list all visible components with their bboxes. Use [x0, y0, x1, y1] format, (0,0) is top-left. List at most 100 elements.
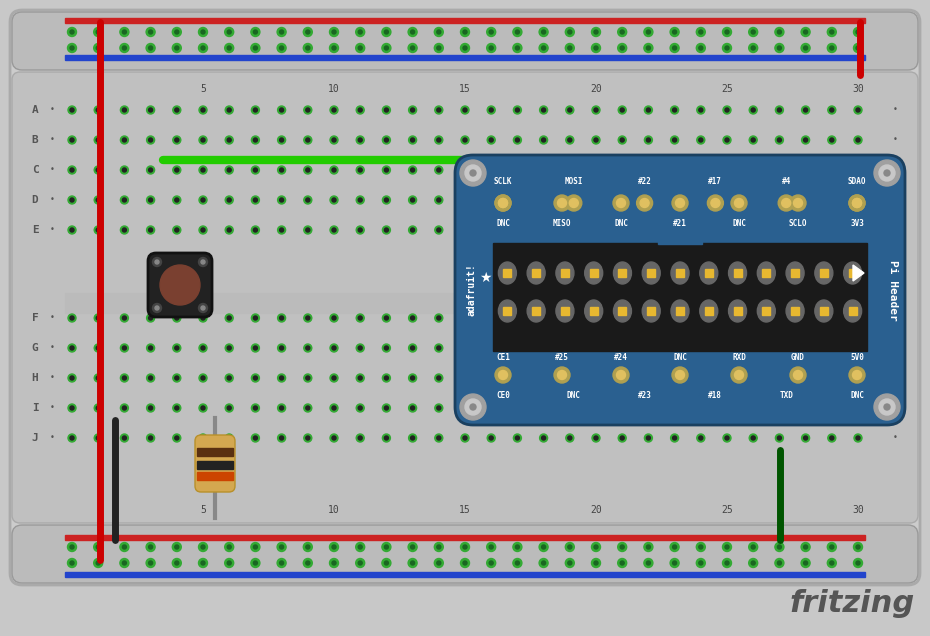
- Circle shape: [637, 195, 653, 211]
- Circle shape: [201, 406, 205, 410]
- Circle shape: [617, 198, 626, 207]
- Circle shape: [277, 226, 286, 234]
- Circle shape: [775, 543, 784, 551]
- Circle shape: [147, 404, 154, 412]
- Circle shape: [173, 314, 180, 322]
- Bar: [532, 307, 540, 315]
- Circle shape: [777, 376, 781, 380]
- Circle shape: [776, 226, 783, 234]
- Circle shape: [751, 138, 755, 142]
- Circle shape: [358, 168, 362, 172]
- Circle shape: [775, 558, 784, 567]
- Text: CE0: CE0: [496, 391, 510, 399]
- Circle shape: [489, 406, 493, 410]
- Text: •: •: [49, 106, 55, 114]
- Circle shape: [592, 374, 600, 382]
- Circle shape: [725, 46, 729, 50]
- Circle shape: [671, 314, 679, 322]
- Circle shape: [70, 138, 74, 142]
- Circle shape: [879, 399, 895, 415]
- Text: DNC: DNC: [567, 391, 580, 399]
- Bar: [676, 269, 684, 277]
- Circle shape: [330, 434, 338, 442]
- Circle shape: [513, 136, 522, 144]
- Circle shape: [751, 30, 755, 34]
- Text: 10: 10: [328, 505, 339, 515]
- Circle shape: [253, 198, 258, 202]
- Circle shape: [618, 166, 626, 174]
- Circle shape: [408, 226, 417, 234]
- Circle shape: [251, 196, 259, 204]
- Circle shape: [725, 561, 729, 565]
- Circle shape: [568, 545, 572, 549]
- Circle shape: [68, 106, 76, 114]
- Circle shape: [489, 376, 493, 380]
- Circle shape: [594, 30, 598, 34]
- Circle shape: [698, 545, 703, 549]
- Circle shape: [830, 168, 834, 172]
- Circle shape: [749, 43, 758, 53]
- Circle shape: [330, 136, 338, 144]
- Ellipse shape: [498, 300, 516, 322]
- Bar: [65, 572, 865, 577]
- Circle shape: [175, 436, 179, 440]
- Circle shape: [723, 344, 731, 352]
- Circle shape: [751, 545, 755, 549]
- Bar: [532, 269, 540, 277]
- Circle shape: [776, 434, 783, 442]
- Circle shape: [225, 543, 233, 551]
- Circle shape: [96, 346, 100, 350]
- Circle shape: [725, 108, 729, 112]
- Circle shape: [751, 561, 755, 565]
- Circle shape: [227, 30, 232, 34]
- Circle shape: [68, 344, 76, 352]
- Circle shape: [253, 561, 258, 565]
- Circle shape: [672, 346, 677, 350]
- FancyBboxPatch shape: [195, 435, 235, 492]
- Circle shape: [201, 436, 205, 440]
- Text: E: E: [32, 225, 38, 235]
- Circle shape: [565, 195, 582, 211]
- Circle shape: [199, 434, 207, 442]
- Circle shape: [697, 344, 705, 352]
- Circle shape: [515, 30, 519, 34]
- Circle shape: [461, 196, 469, 204]
- Ellipse shape: [815, 300, 833, 322]
- Circle shape: [644, 434, 653, 442]
- Circle shape: [437, 561, 441, 565]
- Circle shape: [854, 27, 862, 36]
- Circle shape: [802, 226, 810, 234]
- Circle shape: [306, 108, 310, 112]
- Circle shape: [94, 136, 102, 144]
- Circle shape: [411, 138, 415, 142]
- Circle shape: [672, 46, 677, 50]
- Circle shape: [646, 138, 650, 142]
- Circle shape: [356, 226, 365, 234]
- Circle shape: [671, 196, 679, 204]
- Circle shape: [723, 226, 731, 234]
- Circle shape: [541, 168, 546, 172]
- Circle shape: [463, 138, 467, 142]
- Circle shape: [225, 43, 233, 53]
- Circle shape: [594, 168, 598, 172]
- Circle shape: [70, 545, 74, 549]
- Circle shape: [592, 404, 600, 412]
- Circle shape: [175, 561, 179, 565]
- Text: •: •: [893, 165, 897, 174]
- Circle shape: [437, 545, 441, 549]
- Text: •: •: [893, 135, 897, 144]
- Circle shape: [644, 314, 653, 322]
- Circle shape: [830, 545, 834, 549]
- Circle shape: [306, 168, 310, 172]
- Circle shape: [227, 346, 232, 350]
- Circle shape: [411, 346, 415, 350]
- Circle shape: [539, 374, 548, 382]
- Text: 5: 5: [200, 505, 206, 515]
- Circle shape: [801, 543, 810, 551]
- Circle shape: [227, 406, 232, 410]
- Circle shape: [304, 434, 312, 442]
- Circle shape: [620, 138, 624, 142]
- Circle shape: [460, 160, 486, 186]
- Circle shape: [463, 198, 467, 202]
- Circle shape: [173, 106, 180, 114]
